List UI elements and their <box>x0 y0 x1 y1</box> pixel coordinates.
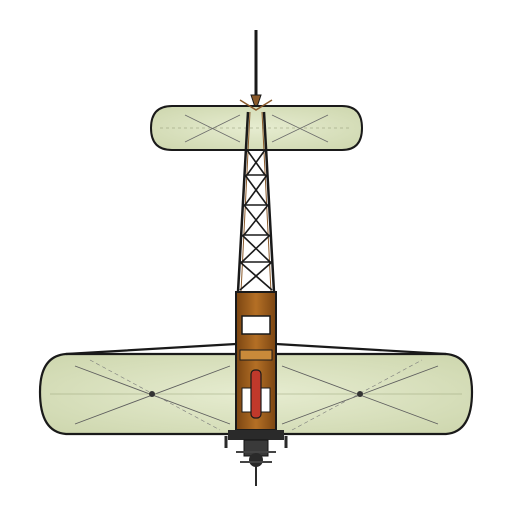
cockpit-body <box>235 291 277 431</box>
engine <box>224 430 288 467</box>
rudder <box>250 30 262 112</box>
tail-plane <box>149 99 364 151</box>
fuselage-lattice <box>236 111 276 293</box>
